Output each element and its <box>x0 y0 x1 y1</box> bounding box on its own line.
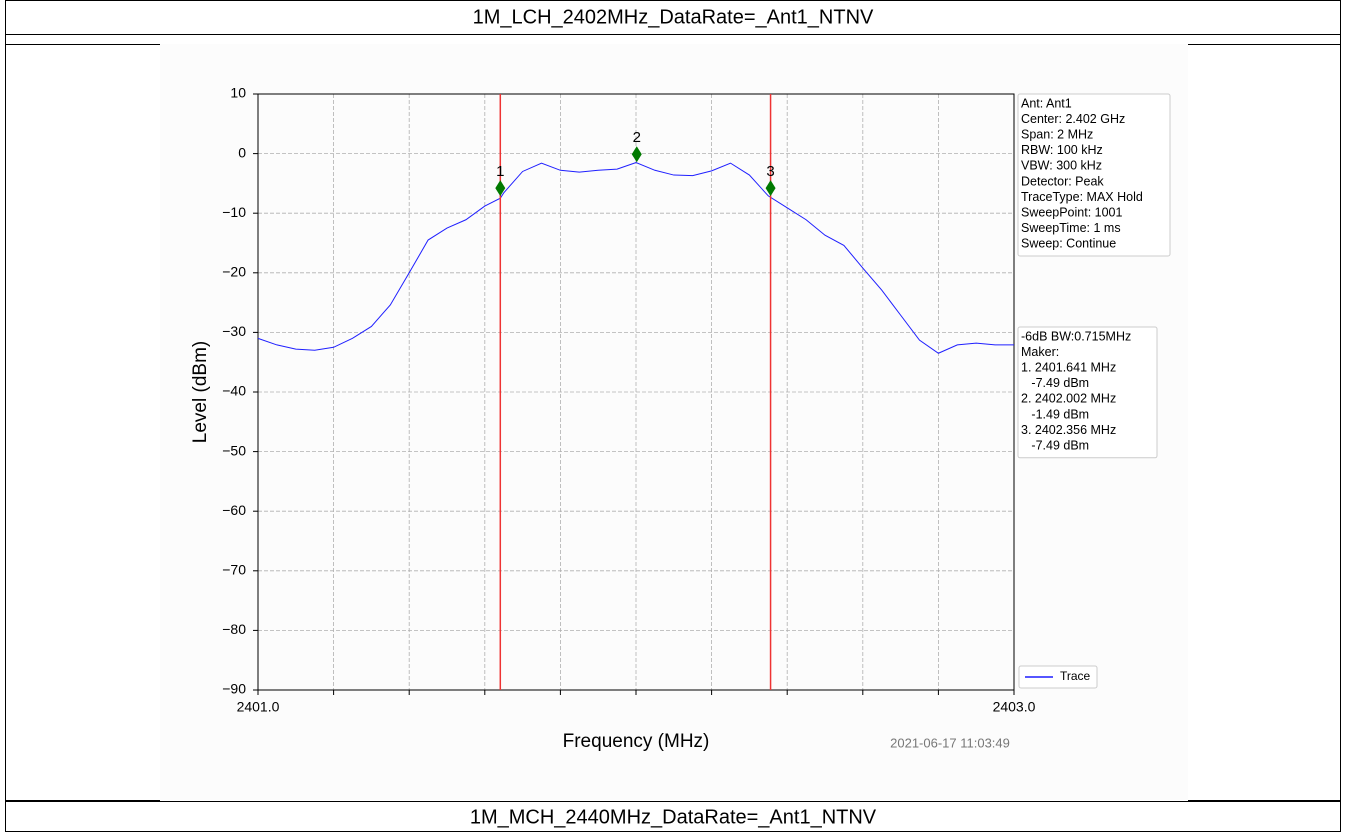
bottom-caption: 1M_MCH_2440MHz_DataRate=_Ant1_NTNV <box>470 806 877 828</box>
marker-label: 3 <box>766 163 774 180</box>
y-tick-label: 0 <box>238 144 246 160</box>
info-text: Ant: Ant1 <box>1021 96 1072 110</box>
info-text: Sweep: Continue <box>1021 237 1116 251</box>
info-text: 1. 2401.641 MHz <box>1021 360 1116 374</box>
info-text: -6dB BW:0.715MHz <box>1021 329 1131 343</box>
y-axis-label: Level (dBm) <box>190 341 211 443</box>
info-text: 3. 2402.356 MHz <box>1021 423 1116 437</box>
y-tick-label: −80 <box>222 621 246 637</box>
y-tick-label: −30 <box>222 323 246 339</box>
info-text: Span: 2 MHz <box>1021 127 1093 141</box>
info-text: SweepPoint: 1001 <box>1021 205 1123 219</box>
info-text: Maker: <box>1021 345 1059 359</box>
x-axis-label: Frequency (MHz) <box>563 731 710 752</box>
x-tick-label: 2401.0 <box>237 699 280 715</box>
y-tick-label: 10 <box>230 85 246 101</box>
info-text: TraceType: MAX Hold <box>1021 190 1143 204</box>
info-text: VBW: 300 kHz <box>1021 159 1102 173</box>
info-box <box>1017 326 1158 459</box>
legend-box <box>1018 665 1098 689</box>
info-box <box>1017 93 1171 257</box>
top-caption: 1M_LCH_2402MHz_DataRate=_Ant1_NTNV <box>473 6 874 28</box>
info-text: -1.49 dBm <box>1021 407 1089 421</box>
y-tick-label: −50 <box>222 442 246 458</box>
info-text: Center: 2.402 GHz <box>1021 112 1125 126</box>
marker <box>765 180 776 197</box>
marker-label: 2 <box>633 129 641 146</box>
y-tick-label: −20 <box>222 264 246 280</box>
timestamp: 2021-06-17 11:03:49 <box>890 735 1010 750</box>
info-text: SweepTime: 1 ms <box>1021 221 1121 235</box>
info-text: RBW: 100 kHz <box>1021 143 1103 157</box>
legend-label: Trace <box>1060 669 1091 683</box>
y-tick-label: −90 <box>222 681 246 697</box>
x-tick-label: 2403.0 <box>993 699 1036 715</box>
legend: Trace <box>1018 665 1098 689</box>
table-border <box>5 0 1341 832</box>
chart-background <box>160 44 1188 800</box>
y-tick-label: −10 <box>222 204 246 220</box>
info-text: 2. 2402.002 MHz <box>1021 392 1116 406</box>
y-tick-label: −70 <box>222 562 246 578</box>
y-tick-label: −40 <box>222 383 246 399</box>
marker <box>495 180 506 197</box>
marker <box>631 146 642 163</box>
y-tick-label: −60 <box>222 502 246 518</box>
info-text: -7.49 dBm <box>1021 376 1089 390</box>
plot-frame <box>257 93 1015 691</box>
trace-line <box>257 162 1014 354</box>
info-text: Detector: Peak <box>1021 174 1104 188</box>
info-text: -7.49 dBm <box>1021 438 1089 452</box>
marker-label: 1 <box>496 163 504 180</box>
